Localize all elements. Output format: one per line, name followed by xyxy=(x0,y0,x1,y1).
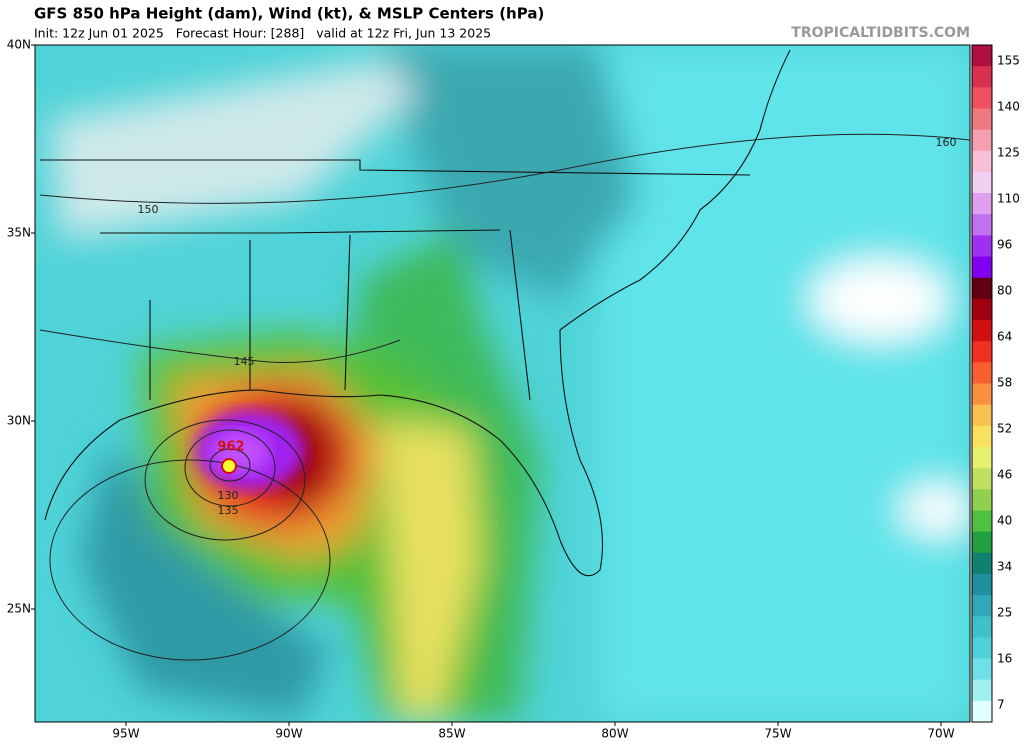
colorbar-band xyxy=(972,171,992,194)
colorbar-band xyxy=(972,383,992,406)
credit: TROPICALTIDBITS.COM xyxy=(791,25,970,41)
colorbar-band xyxy=(972,66,992,88)
contour-label: 145 xyxy=(234,355,255,368)
colorbar-label: 40 xyxy=(997,514,1012,528)
colorbar-band xyxy=(972,45,992,67)
colorbar-band xyxy=(972,700,992,723)
contour-label: 160 xyxy=(936,136,957,149)
lon-label: 75W xyxy=(764,727,791,741)
colorbar-band xyxy=(972,573,992,596)
colorbar-label: 80 xyxy=(997,284,1012,298)
colorbar-band xyxy=(972,489,992,511)
lon-label: 80W xyxy=(601,727,628,741)
colorbar-label: 46 xyxy=(997,468,1012,482)
colorbar-band xyxy=(972,595,992,617)
colorbar-label: 58 xyxy=(997,376,1012,390)
lat-label: 25N xyxy=(7,602,31,616)
subtitle: Init: 12z Jun 01 2025 Forecast Hour: [28… xyxy=(34,26,491,41)
colorbar: 155 140 125 110 96 80 64 58 52 46 40 34 25 16 7 xyxy=(971,44,1020,723)
colorbar-band xyxy=(972,468,992,490)
colorbar-band xyxy=(972,193,992,215)
colorbar-label: 96 xyxy=(997,238,1012,252)
contour-label: 130 xyxy=(218,489,239,502)
colorbar-band xyxy=(972,214,992,236)
colorbar-band xyxy=(972,425,992,448)
colorbar-band xyxy=(972,87,992,109)
colorbar-band xyxy=(972,150,992,173)
colorbar-band xyxy=(972,362,992,384)
colorbar-label: 110 xyxy=(997,192,1020,206)
colorbar-label: 34 xyxy=(997,560,1012,574)
lon-labels: 95W 90W 85W 80W 75W 70W xyxy=(112,722,955,741)
lat-label: 40N xyxy=(7,38,31,52)
colorbar-band xyxy=(972,108,992,131)
lon-label: 70W xyxy=(927,727,954,741)
map: 150 160 145 130 135 962 xyxy=(35,45,970,722)
colorbar-band xyxy=(972,298,992,321)
lon-label: 90W xyxy=(275,727,302,741)
colorbar-band xyxy=(972,552,992,575)
colorbar-label: 52 xyxy=(997,422,1012,436)
colorbar-band xyxy=(972,129,992,152)
colorbar-label: 7 xyxy=(997,698,1005,712)
colorbar-label: 16 xyxy=(997,652,1012,666)
colorbar-band xyxy=(972,320,992,342)
map-frame xyxy=(34,44,971,723)
lon-label: 85W xyxy=(438,727,465,741)
title: GFS 850 hPa Height (dam), Wind (kt), & M… xyxy=(34,5,544,23)
colorbar-band xyxy=(972,235,992,258)
colorbar-label: 155 xyxy=(997,54,1020,68)
colorbar-band xyxy=(972,531,992,554)
lat-label: 30N xyxy=(7,414,31,428)
colorbar-band xyxy=(972,616,992,638)
coastlines xyxy=(40,49,791,577)
colorbar-band xyxy=(972,277,992,300)
colorbar-band xyxy=(972,341,992,363)
colorbar-label: 140 xyxy=(997,100,1020,114)
colorbar-frame xyxy=(971,44,993,723)
colorbar-label: 125 xyxy=(997,146,1020,160)
colorbar-band xyxy=(972,446,992,469)
contour-label: 135 xyxy=(218,504,239,517)
colorbar-band xyxy=(972,637,992,660)
lat-label: 35N xyxy=(7,226,31,240)
colorbar-band xyxy=(972,256,992,279)
colorbar-band xyxy=(972,404,992,427)
low-center-label: 962 xyxy=(217,440,244,455)
colorbar-label: 64 xyxy=(997,330,1012,344)
colorbar-band xyxy=(972,510,992,533)
colorbar-label: 25 xyxy=(997,606,1012,620)
contour-label: 150 xyxy=(138,203,159,216)
colorbar-band xyxy=(972,679,992,702)
lon-label: 95W xyxy=(112,727,139,741)
lat-labels: 40N 35N 30N 25N xyxy=(7,38,35,616)
colorbar-band xyxy=(972,658,992,681)
low-center-marker xyxy=(221,458,237,474)
